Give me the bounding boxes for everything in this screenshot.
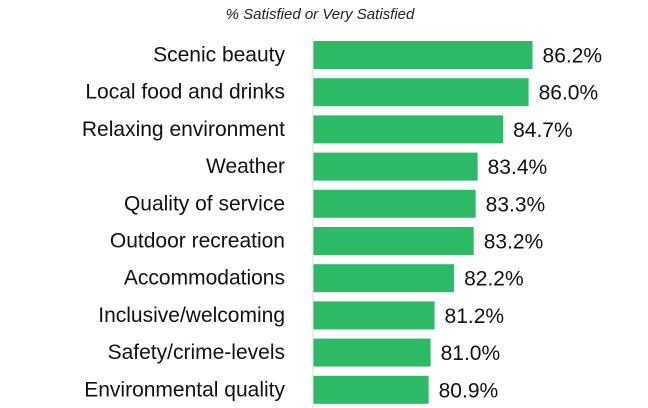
bar [313, 301, 435, 330]
value-label: 81.0% [441, 342, 501, 365]
bar [313, 227, 474, 255]
category-label: Quality of service [124, 192, 285, 215]
bar [313, 41, 533, 69]
value-label: 82.2% [464, 268, 524, 291]
category-label: Relaxing environment [82, 118, 285, 141]
category-label: Safety/crime-levels [108, 341, 285, 364]
bar [313, 264, 455, 293]
category-label: Weather [206, 155, 285, 178]
value-label: 83.3% [486, 193, 546, 216]
value-label: 86.0% [539, 82, 599, 105]
value-label: 84.7% [513, 119, 573, 142]
value-label: 86.2% [543, 45, 603, 68]
category-label: Environmental quality [84, 378, 285, 401]
bar [313, 78, 529, 107]
bar [313, 152, 478, 181]
value-label: 81.2% [445, 305, 505, 328]
bar [313, 338, 431, 367]
bar [313, 189, 476, 218]
category-label: Outdoor recreation [110, 230, 285, 253]
category-label: Accommodations [124, 267, 285, 290]
category-label: Local food and drinks [85, 81, 285, 104]
bar [313, 375, 429, 404]
category-label: Scenic beauty [153, 44, 285, 67]
value-label: 80.9% [439, 379, 499, 402]
chart-title: % Satisfied or Very Satisfied [226, 6, 415, 23]
value-label: 83.4% [488, 156, 548, 179]
category-label: Inclusive/welcoming [98, 304, 285, 327]
bar [313, 115, 504, 144]
value-label: 83.2% [484, 231, 544, 254]
